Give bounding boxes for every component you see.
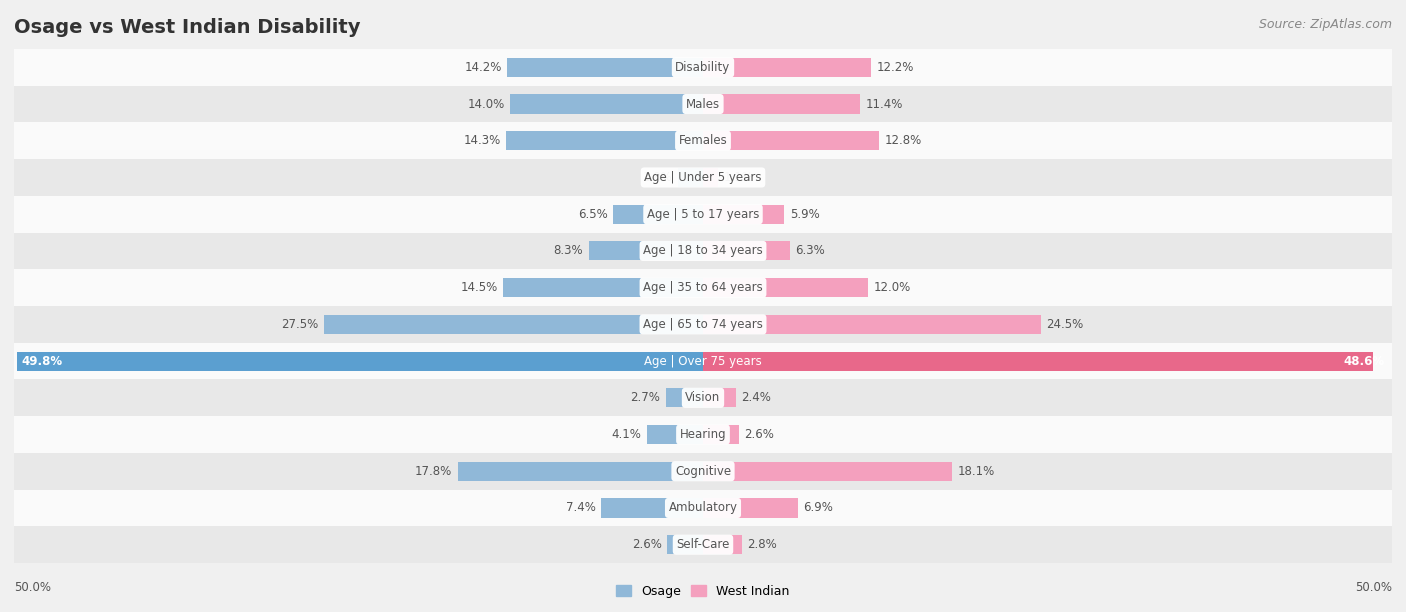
Text: Age | 35 to 64 years: Age | 35 to 64 years (643, 281, 763, 294)
Text: 2.8%: 2.8% (747, 538, 778, 551)
Text: 48.6%: 48.6% (1344, 354, 1385, 368)
Text: 12.8%: 12.8% (884, 134, 922, 147)
Bar (0, 343, 1406, 379)
Text: Osage vs West Indian Disability: Osage vs West Indian Disability (14, 18, 360, 37)
Text: 17.8%: 17.8% (415, 465, 453, 478)
Text: Hearing: Hearing (679, 428, 727, 441)
Bar (703, 461, 952, 481)
Bar (458, 461, 703, 481)
Text: 49.8%: 49.8% (21, 354, 62, 368)
Text: Males: Males (686, 97, 720, 111)
Bar (703, 131, 879, 151)
Text: 14.5%: 14.5% (460, 281, 498, 294)
Bar (703, 388, 737, 408)
Bar (703, 94, 860, 114)
Bar (647, 425, 703, 444)
Text: Age | 5 to 17 years: Age | 5 to 17 years (647, 207, 759, 221)
Text: 5.9%: 5.9% (790, 207, 820, 221)
Bar (510, 94, 703, 114)
Text: 12.2%: 12.2% (876, 61, 914, 74)
Text: 2.4%: 2.4% (741, 391, 772, 405)
Bar (323, 315, 703, 334)
Bar (0, 416, 1406, 453)
Text: 1.8%: 1.8% (643, 171, 672, 184)
Text: 18.1%: 18.1% (957, 465, 995, 478)
Bar (703, 278, 869, 297)
Text: 14.0%: 14.0% (467, 97, 505, 111)
Text: Vision: Vision (685, 391, 721, 405)
Bar (0, 306, 1406, 343)
Bar (703, 58, 872, 77)
Text: 24.5%: 24.5% (1046, 318, 1084, 331)
Bar (678, 168, 703, 187)
Bar (17, 351, 703, 371)
Text: 2.6%: 2.6% (631, 538, 662, 551)
Bar (703, 498, 799, 518)
Text: 50.0%: 50.0% (14, 581, 51, 594)
Text: Disability: Disability (675, 61, 731, 74)
Text: Ambulatory: Ambulatory (668, 501, 738, 515)
Bar (503, 278, 703, 297)
Bar (0, 269, 1406, 306)
Bar (0, 233, 1406, 269)
Text: Cognitive: Cognitive (675, 465, 731, 478)
Bar (506, 131, 703, 151)
Text: 50.0%: 50.0% (1355, 581, 1392, 594)
Bar (0, 490, 1406, 526)
Bar (613, 204, 703, 224)
Bar (703, 241, 790, 261)
Bar (703, 315, 1040, 334)
Text: 6.3%: 6.3% (796, 244, 825, 258)
Bar (703, 168, 718, 187)
Text: Age | 65 to 74 years: Age | 65 to 74 years (643, 318, 763, 331)
Legend: Osage, West Indian: Osage, West Indian (612, 580, 794, 603)
Text: 12.0%: 12.0% (875, 281, 911, 294)
Text: Self-Care: Self-Care (676, 538, 730, 551)
Bar (703, 204, 785, 224)
Bar (668, 535, 703, 554)
Bar (666, 388, 703, 408)
Bar (0, 159, 1406, 196)
Bar (0, 122, 1406, 159)
Bar (0, 86, 1406, 122)
Text: 2.6%: 2.6% (744, 428, 775, 441)
Bar (0, 526, 1406, 563)
Bar (508, 58, 703, 77)
Text: 6.9%: 6.9% (804, 501, 834, 515)
Text: Source: ZipAtlas.com: Source: ZipAtlas.com (1258, 18, 1392, 31)
Text: 27.5%: 27.5% (281, 318, 319, 331)
Text: 11.4%: 11.4% (866, 97, 903, 111)
Bar (0, 196, 1406, 233)
Bar (589, 241, 703, 261)
Text: 8.3%: 8.3% (554, 244, 583, 258)
Bar (0, 453, 1406, 490)
Text: 14.2%: 14.2% (464, 61, 502, 74)
Text: 1.1%: 1.1% (724, 171, 754, 184)
Text: 6.5%: 6.5% (578, 207, 607, 221)
Text: Age | 18 to 34 years: Age | 18 to 34 years (643, 244, 763, 258)
Text: 2.7%: 2.7% (630, 391, 661, 405)
Text: Age | Under 5 years: Age | Under 5 years (644, 171, 762, 184)
Text: 4.1%: 4.1% (612, 428, 641, 441)
Text: Age | Over 75 years: Age | Over 75 years (644, 354, 762, 368)
Bar (703, 535, 741, 554)
Bar (703, 425, 738, 444)
Bar (0, 49, 1406, 86)
Text: Females: Females (679, 134, 727, 147)
Bar (600, 498, 703, 518)
Text: 14.3%: 14.3% (463, 134, 501, 147)
Bar (0, 379, 1406, 416)
Text: 7.4%: 7.4% (565, 501, 596, 515)
Bar (703, 351, 1372, 371)
